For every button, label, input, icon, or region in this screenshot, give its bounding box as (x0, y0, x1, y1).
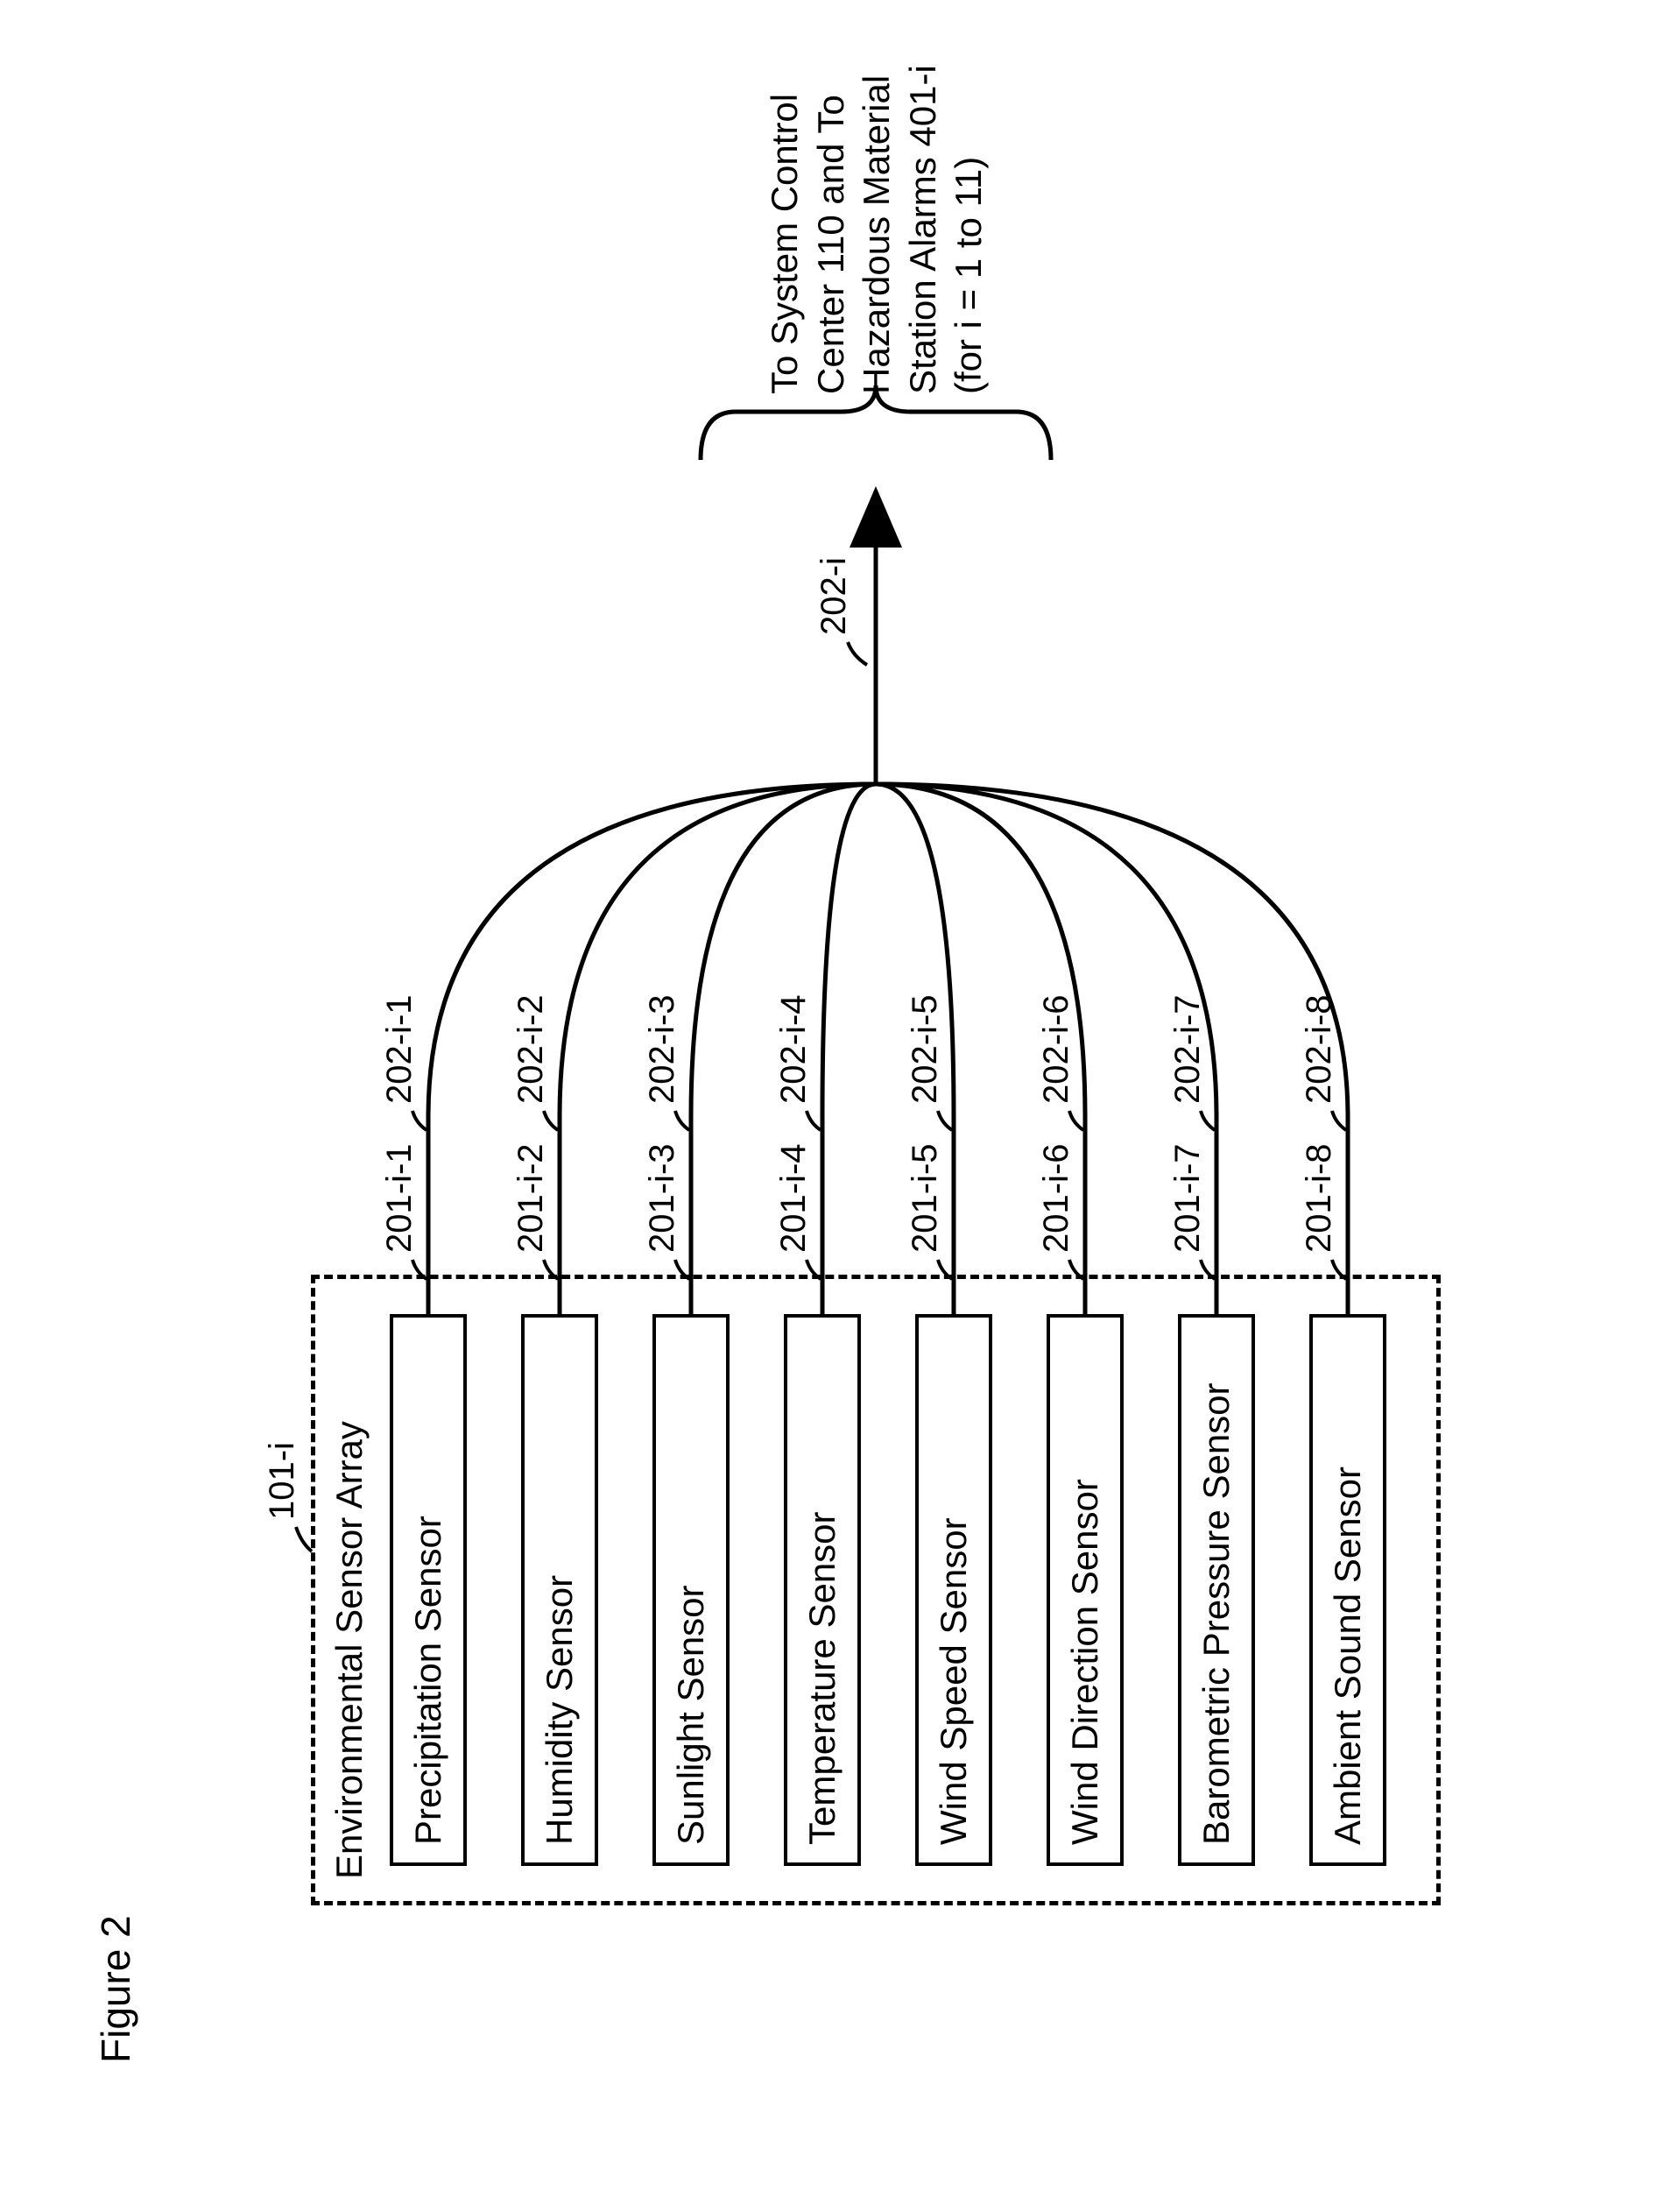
output-destination-text: To System ControlCenter 110 and ToHazard… (762, 65, 992, 394)
bus-ref-label: 202-i (814, 557, 854, 635)
array-ref-label: 101-i (263, 1442, 302, 1520)
rotated-canvas: Figure 2 Environmental Sensor Array Prec… (0, 0, 1664, 2212)
page: Figure 2 Environmental Sensor Array Prec… (0, 0, 1664, 2212)
